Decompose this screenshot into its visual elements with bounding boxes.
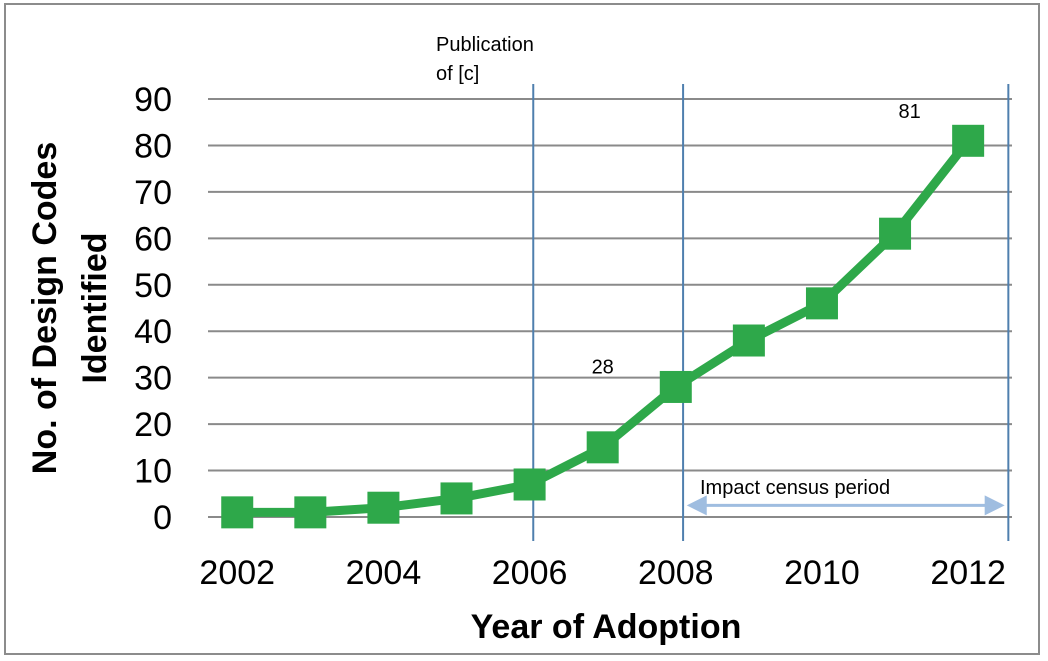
x-tick-label: 2012 (930, 554, 1006, 592)
x-tick-labels: 2002 2004 2006 2008 2010 2012 (199, 554, 1006, 592)
y-tick-label: 40 (134, 313, 172, 351)
data-point (805, 287, 838, 320)
y-tick-label: 50 (134, 267, 172, 305)
data-point (294, 496, 327, 529)
x-tick-label: 2006 (492, 554, 568, 592)
data-labels: 28 81 (592, 101, 921, 378)
grid-lines (208, 98, 1012, 518)
vertical-reference-lines (532, 84, 1010, 541)
series-group (221, 124, 985, 529)
y-tick-label: 60 (134, 220, 172, 258)
data-point (952, 124, 985, 157)
chart-frame (4, 3, 1040, 655)
annotation-publication-line1: Publication (436, 34, 534, 56)
x-tick-label: 2010 (784, 554, 860, 592)
data-point (367, 491, 400, 524)
y-axis-title-line1: No. of Design Codes (26, 142, 64, 474)
data-point (732, 324, 765, 357)
y-tick-label: 0 (153, 499, 172, 537)
y-tick-labels: 0 10 20 30 40 50 60 70 80 90 (134, 81, 172, 537)
annotation-census-period: Impact census period (700, 477, 890, 499)
y-tick-label: 20 (134, 406, 172, 444)
x-tick-label: 2002 (199, 554, 275, 592)
census-arrow-head-left (686, 495, 707, 516)
x-axis-title: Year of Adoption (471, 608, 742, 646)
y-axis-title-line2: Identified (76, 232, 114, 383)
y-tick-label: 10 (134, 453, 172, 491)
data-point (586, 431, 619, 464)
data-point (221, 496, 254, 529)
y-tick-label: 30 (134, 360, 172, 398)
y-tick-label: 70 (134, 174, 172, 212)
data-label: 81 (899, 101, 921, 123)
annotation-publication-line2: of [c] (436, 63, 479, 85)
data-point (513, 468, 546, 501)
census-arrow-head-right (984, 495, 1005, 516)
y-tick-label: 80 (134, 127, 172, 165)
x-tick-label: 2008 (638, 554, 714, 592)
data-label: 28 (592, 357, 614, 379)
x-tick-label: 2004 (346, 554, 422, 592)
data-point (440, 482, 473, 515)
y-tick-label: 90 (134, 81, 172, 119)
data-point (879, 217, 912, 250)
census-arrow (686, 495, 1005, 516)
data-point (659, 370, 692, 403)
